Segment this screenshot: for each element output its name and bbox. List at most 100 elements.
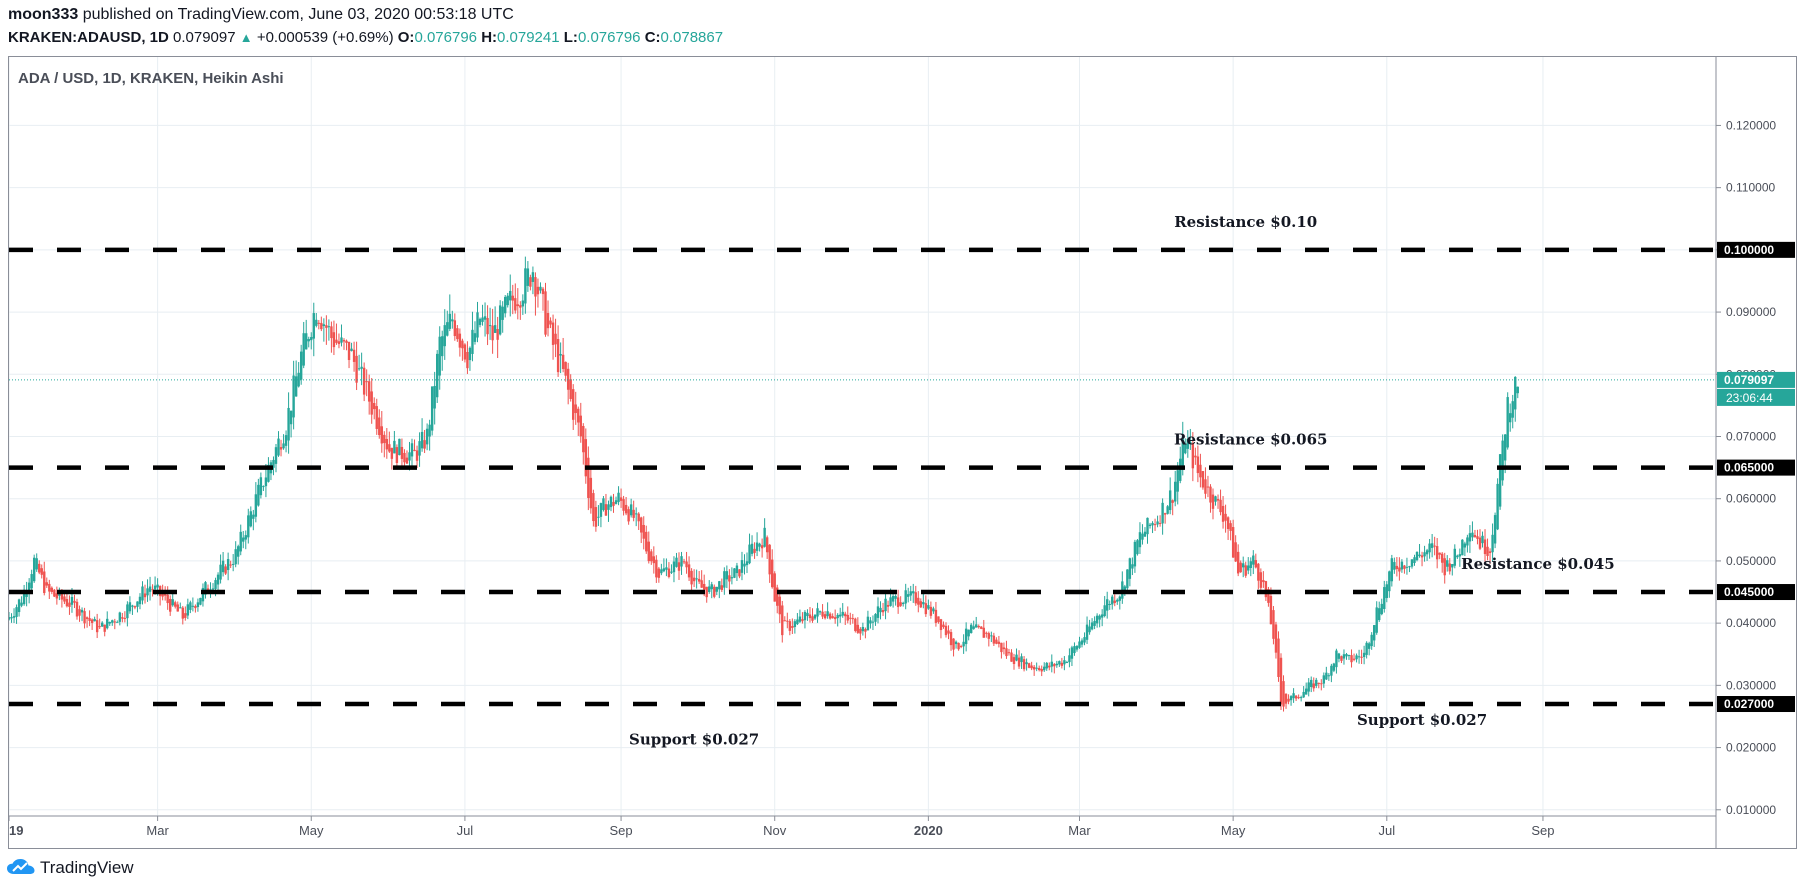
support-annotation: Support $0.027 [629, 730, 759, 748]
price-axis[interactable]: 0.010000 0.020000 0.030000 0.040000 0.050000… [1716, 118, 1795, 817]
candle-body [1211, 494, 1215, 509]
candle-body [1330, 665, 1333, 676]
candle-body [131, 605, 134, 607]
level-annotation: Resistance $0.045 [1461, 555, 1614, 573]
candle-body [1297, 697, 1300, 699]
candle-body [1425, 550, 1429, 555]
candle-body [1357, 656, 1361, 658]
candle-body [244, 535, 247, 540]
annotations: Resistance $0.10 Resistance $0.065 Resista… [629, 213, 1615, 749]
candle-body [849, 617, 852, 619]
candle-body [204, 582, 207, 595]
candle-body [68, 602, 71, 607]
candle-body [103, 624, 106, 632]
candle-body [1118, 596, 1121, 601]
candle-body [607, 504, 610, 510]
candle-body [1176, 470, 1179, 492]
candle-body [254, 494, 258, 517]
candle-body [229, 564, 232, 566]
candle-body [1350, 655, 1353, 663]
candle-body [781, 605, 784, 636]
candle-body [1352, 658, 1356, 660]
candle-body [770, 559, 774, 588]
candle-body [972, 626, 975, 629]
candle-body [1385, 584, 1388, 599]
candle-body [289, 410, 293, 425]
candle-body [146, 588, 149, 596]
candle-body [1040, 669, 1043, 672]
candle-body [305, 333, 308, 350]
time-tick-label: 2020 [914, 823, 943, 838]
candle-body [113, 621, 116, 623]
candle-body [980, 626, 983, 629]
candle-body [793, 621, 797, 627]
candle-body [340, 337, 343, 343]
candle-body [486, 318, 489, 335]
candle-body [1060, 662, 1064, 666]
candle-body [1090, 622, 1094, 630]
candle-body [826, 611, 829, 617]
candle-body [667, 568, 671, 577]
candle-body [483, 316, 487, 320]
candle-body [1088, 626, 1091, 633]
candle-body [1395, 565, 1399, 570]
level-price-tag [1717, 459, 1795, 476]
time-tick-label: Sep [610, 823, 633, 838]
level-annotation: Support $0.027 [1357, 711, 1487, 729]
candle-body [796, 619, 799, 625]
candle-body [181, 607, 184, 619]
candle-body [1085, 624, 1089, 640]
candle-body [362, 367, 366, 395]
candle-body [237, 546, 240, 557]
candle-body [1372, 625, 1376, 641]
candle-body [783, 620, 786, 622]
candle-body [682, 561, 686, 563]
price-tick-label: 0.110000 [1726, 181, 1775, 195]
tradingview-footer[interactable]: TradingView [6, 858, 134, 878]
candle-body [1322, 675, 1326, 684]
candle-body [1483, 539, 1487, 555]
time-axis[interactable]: 2019 Mar May Jul Sep Nov 2020 Mar May Jul Sep [9, 816, 1555, 838]
chart-title: ADA / USD, 1D, KRAKEN, Heikin Ashi [18, 70, 284, 87]
candle-body [1476, 536, 1479, 539]
candle-body [55, 593, 59, 599]
candle-body [322, 324, 326, 327]
candle-body [907, 594, 910, 597]
author-name[interactable]: moon333 [8, 6, 79, 23]
candle-body [478, 318, 482, 325]
candle-body [1511, 401, 1514, 418]
candle-body [534, 277, 537, 297]
candle-body [169, 598, 172, 612]
candle-body [720, 585, 724, 590]
price-tick-label: 0.030000 [1726, 678, 1776, 692]
candle-body [1458, 554, 1462, 557]
candle-body [901, 602, 905, 605]
candle-body [153, 585, 157, 590]
candle-body [619, 497, 623, 501]
candle-body [1259, 572, 1263, 588]
last-price-label: 0.079097 [1724, 373, 1774, 387]
candle-body [413, 449, 416, 452]
candle-body [116, 621, 119, 623]
candle-body [821, 611, 824, 617]
price-chart[interactable]: Resistance $0.10 Resistance $0.065 Resista… [9, 57, 1796, 848]
candle-body [944, 625, 948, 636]
candle-body [481, 317, 484, 322]
candle-body [914, 592, 917, 604]
candle-body [299, 351, 303, 380]
candle-body [1448, 563, 1451, 572]
candle-body [690, 570, 693, 585]
candle-body [1420, 555, 1424, 558]
candle-body [977, 625, 980, 628]
candle-body [111, 620, 114, 623]
up-arrow-icon: ▲ [239, 30, 253, 45]
candle-body [1267, 589, 1270, 603]
candle-body [1100, 614, 1104, 618]
candle-body [221, 560, 225, 573]
candle-body [264, 477, 268, 487]
candle-body [823, 614, 827, 619]
candle-body [468, 347, 472, 361]
candle-body [370, 391, 373, 415]
candle-body [969, 624, 973, 634]
candle-body [1257, 563, 1260, 581]
